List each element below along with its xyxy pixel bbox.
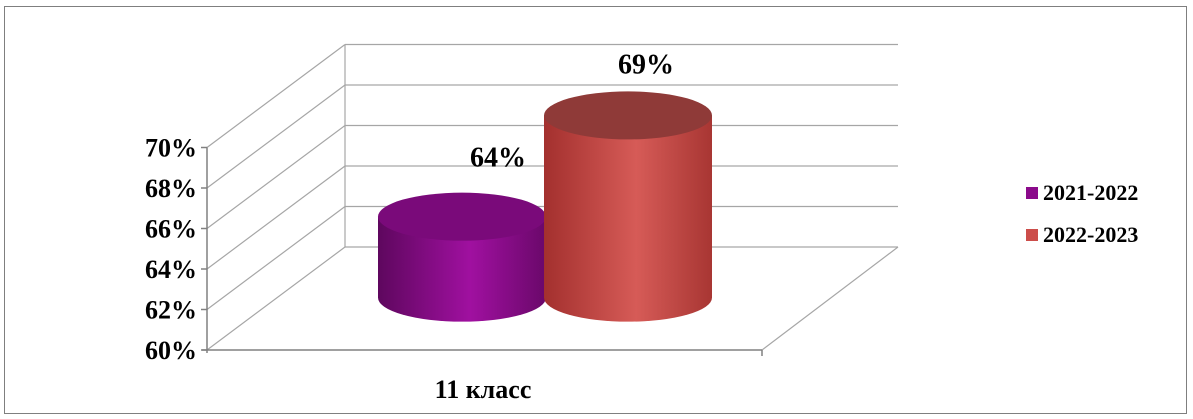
cylinder-body xyxy=(544,115,712,322)
gridline-side-3 xyxy=(206,125,346,229)
legend-label: 2022-2023 xyxy=(1043,222,1138,247)
bar-2022-2023 xyxy=(544,91,712,322)
legend-swatch xyxy=(1026,229,1038,241)
bar-2021-2022 xyxy=(378,192,546,322)
gridline-side-4 xyxy=(206,84,346,189)
x-tick-label: 11 класс xyxy=(435,375,532,404)
gridline-side-1 xyxy=(206,206,346,310)
y-tick-label: 70% xyxy=(145,134,197,163)
floor-right-edge xyxy=(761,246,899,351)
gridline-side-5 xyxy=(206,44,346,148)
y-tick-label: 62% xyxy=(145,296,197,325)
y-tick-label: 60% xyxy=(145,336,197,365)
data-label: 69% xyxy=(618,49,674,80)
legend-label: 2021-2022 xyxy=(1043,180,1138,205)
y-tick-label: 68% xyxy=(145,174,197,203)
gridline-side-2 xyxy=(206,165,346,270)
cylinder-body xyxy=(378,216,546,322)
axis-layer: 60% 62% 64% 66% 68% 70% 11 класс xyxy=(145,134,763,404)
legend-swatch xyxy=(1026,187,1038,199)
legend: 2021-2022 2022-2023 xyxy=(1026,180,1138,247)
labels-layer: 64% 69% xyxy=(470,49,674,173)
bars-layer xyxy=(378,91,712,322)
gridline-side-0 xyxy=(206,246,346,351)
cylinder-top xyxy=(378,192,546,241)
cylinder-top xyxy=(544,91,712,140)
data-label: 64% xyxy=(470,143,526,174)
y-tick-label: 66% xyxy=(145,215,197,244)
y-tick-label: 64% xyxy=(145,255,197,284)
